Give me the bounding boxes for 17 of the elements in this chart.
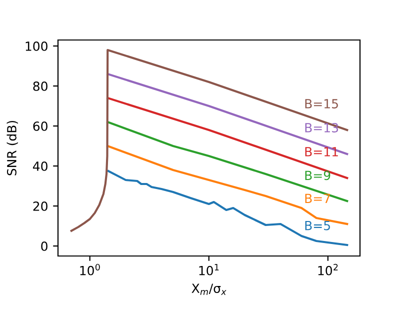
x-tick-label: 10$^{1}$	[199, 264, 219, 276]
y-tick-label: 40	[32, 161, 48, 171]
x-tick-label: 10$^{2}$	[318, 264, 338, 276]
series-label: B=7	[305, 194, 330, 203]
series-label: B=15	[305, 99, 338, 108]
y-tick-label: 60	[33, 121, 48, 131]
y-axis-title: SNR (dB)	[6, 120, 18, 176]
y-tick-label: 20	[33, 201, 48, 211]
x-axis-title: X$_{m}$/σ$_{x}$	[192, 284, 226, 295]
y-tick-label: 0	[41, 241, 48, 251]
series-label: B=13	[305, 123, 338, 132]
series-label: B=11	[305, 147, 338, 156]
y-tick-label: 80	[33, 81, 48, 91]
series-label: B=5	[305, 220, 330, 230]
y-tick-label: 100	[26, 41, 48, 51]
series-label: B=9	[305, 170, 330, 180]
x-tick-label: 10$^{0}$	[80, 264, 100, 276]
